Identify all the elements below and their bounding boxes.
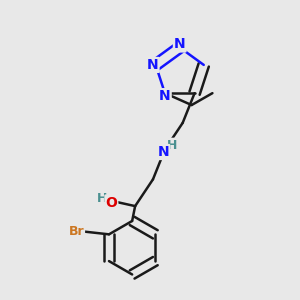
- Text: O: O: [105, 196, 117, 209]
- Text: N: N: [158, 145, 169, 159]
- Text: N: N: [147, 58, 158, 72]
- Text: N: N: [174, 38, 185, 52]
- Text: H: H: [167, 139, 178, 152]
- Text: N: N: [159, 89, 171, 103]
- Text: Br: Br: [68, 225, 84, 238]
- Text: H: H: [97, 192, 108, 205]
